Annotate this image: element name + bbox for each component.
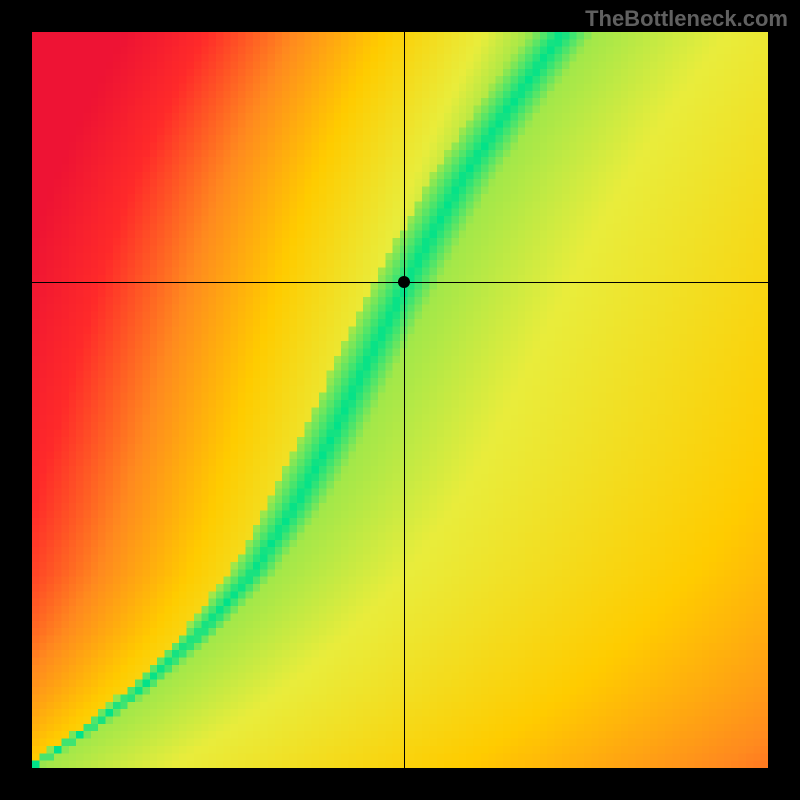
heatmap-canvas [32,32,768,768]
watermark-text: TheBottleneck.com [585,6,788,32]
heatmap-plot [32,32,768,768]
crosshair-vertical [404,32,405,768]
crosshair-marker [398,276,410,288]
